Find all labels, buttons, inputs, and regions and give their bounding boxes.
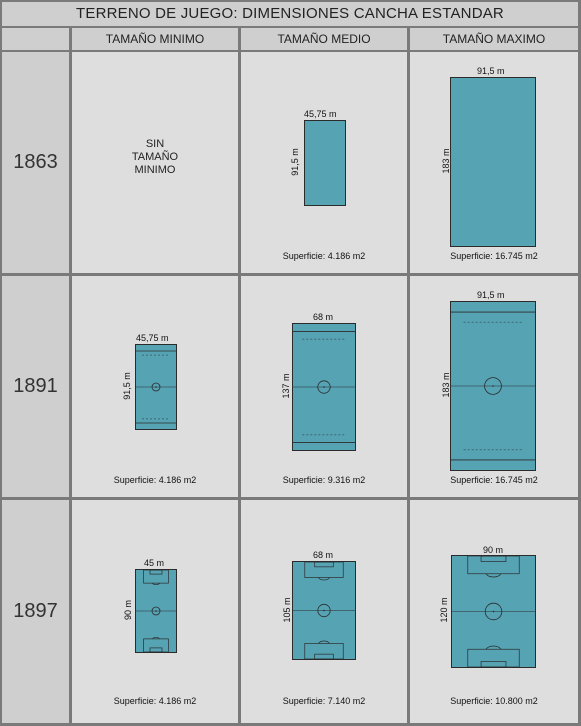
field-width-label: 45,75 m bbox=[136, 333, 169, 343]
cell-1897-maximo: 90 m 120 m Superficie: 10.800 m2 bbox=[410, 500, 578, 723]
center-spot bbox=[323, 609, 325, 612]
cell-1891-medio: 68 m 137 m Superficie: 9.316 m2 bbox=[241, 276, 407, 497]
column-header-medio: TAMAÑO MEDIO bbox=[241, 28, 407, 50]
penalty-area-top bbox=[143, 569, 169, 584]
center-circle bbox=[317, 603, 331, 618]
field-length-label: 91,5 m bbox=[290, 148, 300, 176]
field-width-label: 45 m bbox=[144, 558, 165, 568]
center-spot bbox=[155, 610, 157, 612]
field-1863-medio bbox=[304, 120, 346, 206]
cell-1863-maximo: 91,5 m 183 m Superficie: 16.745 m2 bbox=[410, 52, 578, 273]
column-header-minimo: TAMAÑO MINIMO bbox=[72, 28, 238, 50]
center-circle bbox=[484, 377, 502, 395]
column-header-maximo: TAMAÑO MAXIMO bbox=[410, 28, 578, 50]
goal-area-bottom bbox=[314, 653, 334, 660]
penalty-arc-top bbox=[318, 577, 330, 581]
center-circle bbox=[151, 382, 161, 392]
surface-label: Superficie: 16.745 m2 bbox=[450, 251, 538, 261]
field-markings bbox=[451, 311, 535, 461]
goal-area-top bbox=[480, 555, 507, 562]
surface-label: Superficie: 4.186 m2 bbox=[282, 251, 366, 261]
field-length-label: 183 m bbox=[441, 372, 451, 398]
penalty-area-top bbox=[467, 555, 520, 575]
penalty-area-bottom bbox=[467, 648, 520, 668]
center-circle bbox=[484, 602, 503, 621]
field-markings bbox=[293, 561, 355, 660]
cell-1897-medio: 68 m 105 m Superficie: 7.140 m2 bbox=[241, 500, 407, 723]
diagram-title: TERRENO DE JUEGO: DIMENSIONES CANCHA EST… bbox=[2, 2, 578, 26]
cell-1891-maximo: 91,5 m 183 m Superficie: 16.745 m2 bbox=[410, 276, 578, 497]
penalty-area-bottom bbox=[143, 638, 169, 653]
row-label-1891: 1891 bbox=[2, 276, 69, 497]
center-circle bbox=[151, 606, 161, 616]
field-1897-medio bbox=[292, 561, 356, 660]
field-length-label: 91,5 m bbox=[122, 372, 132, 400]
center-circle bbox=[317, 380, 331, 394]
field-length-label: 90 m bbox=[123, 600, 133, 621]
center-spot bbox=[492, 385, 494, 387]
field-markings bbox=[136, 569, 176, 653]
cell-1897-minimo: 45 m 90 m Superficie: 4.186 m2 bbox=[72, 500, 238, 723]
surface-label: Superficie: 7.140 m2 bbox=[282, 696, 366, 706]
penalty-area-bottom bbox=[304, 643, 344, 660]
penalty-arc-top bbox=[485, 573, 502, 578]
goal-area-bottom bbox=[149, 647, 163, 653]
row-label-1897: 1897 bbox=[2, 500, 69, 723]
field-width-label: 91,5 m bbox=[477, 290, 505, 300]
field-markings bbox=[136, 350, 176, 424]
field-markings bbox=[293, 331, 355, 443]
field-width-label: 68 m bbox=[313, 550, 334, 560]
header-corner bbox=[2, 28, 69, 50]
field-1891-minimo bbox=[135, 344, 177, 430]
field-length-label: 105 m bbox=[282, 597, 292, 623]
penalty-area-top bbox=[304, 561, 344, 578]
field-1897-maximo bbox=[451, 555, 536, 668]
penalty-arc-top bbox=[152, 582, 160, 586]
center-spot bbox=[492, 610, 495, 613]
surface-label: Superficie: 9.316 m2 bbox=[282, 475, 366, 485]
penalty-arc-bottom bbox=[152, 636, 160, 640]
surface-label: Superficie: 16.745 m2 bbox=[450, 475, 538, 485]
field-1897-minimo bbox=[135, 569, 177, 653]
cell-1863-medio: 45,75 m 91,5 m Superficie: 4.186 m2 bbox=[241, 52, 407, 273]
center-spot bbox=[155, 386, 157, 388]
goal-area-top bbox=[314, 561, 334, 568]
goal-area-top bbox=[149, 569, 163, 575]
field-markings bbox=[452, 555, 535, 668]
field-1891-medio bbox=[292, 323, 356, 451]
goal-area-bottom bbox=[480, 661, 507, 668]
no-minimum-size-text: SIN TAMAÑO MINIMO bbox=[131, 138, 179, 176]
row-label-1863: 1863 bbox=[2, 52, 69, 273]
field-1891-maximo bbox=[450, 301, 536, 471]
center-spot bbox=[323, 386, 325, 388]
field-width-label: 45,75 m bbox=[304, 109, 337, 119]
field-1863-maximo bbox=[450, 77, 536, 247]
cell-1863-minimo: SIN TAMAÑO MINIMO bbox=[72, 52, 238, 273]
field-length-label: 137 m bbox=[281, 373, 291, 399]
surface-label: Superficie: 4.186 m2 bbox=[113, 696, 197, 706]
field-width-label: 91,5 m bbox=[477, 66, 505, 76]
field-length-label: 120 m bbox=[439, 597, 449, 623]
surface-label: Superficie: 10.800 m2 bbox=[450, 696, 538, 706]
penalty-arc-bottom bbox=[485, 645, 502, 650]
cell-1891-minimo: 45,75 m 91,5 m Superficie: 4.186 m2 bbox=[72, 276, 238, 497]
field-length-label: 183 m bbox=[441, 148, 451, 174]
surface-label: Superficie: 4.186 m2 bbox=[113, 475, 197, 485]
field-width-label: 68 m bbox=[313, 312, 334, 322]
penalty-arc-bottom bbox=[318, 640, 330, 644]
field-width-label: 90 m bbox=[483, 545, 504, 555]
